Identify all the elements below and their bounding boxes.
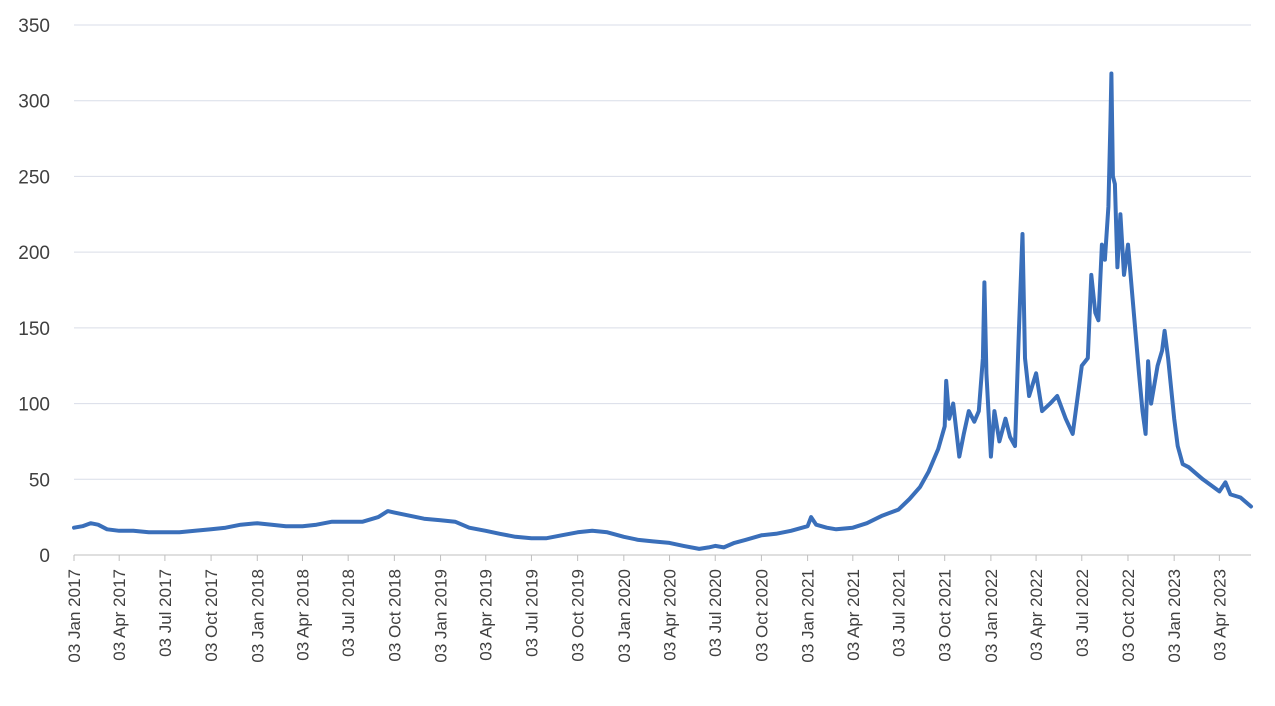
y-tick-label: 250	[18, 167, 50, 188]
x-axis-tick-labels: 03 Jan 2017 03 Apr 2017 03 Jul 2017 03 Oct …	[65, 555, 1229, 663]
x-tick-label: 03 Oct 2018	[385, 569, 404, 662]
y-axis-tick-labels: 0 50 100 150 200 250 300 350	[18, 16, 50, 567]
x-tick-label: 03 Jan 2017	[65, 569, 84, 663]
x-tick-label: 03 Oct 2017	[202, 569, 221, 662]
x-tick-label: 03 Jan 2018	[248, 569, 267, 663]
x-tick-label: 03 Apr 2017	[110, 569, 129, 661]
x-tick-label: 03 Oct 2019	[569, 569, 588, 662]
x-tick-label: 03 Oct 2020	[752, 569, 771, 662]
y-tick-label: 200	[18, 243, 50, 264]
x-tick-label: 03 Jul 2021	[890, 569, 909, 657]
y-gridlines	[74, 24, 1251, 480]
x-tick-label: 03 Oct 2022	[1119, 569, 1138, 662]
x-tick-label: 03 Jul 2022	[1073, 569, 1092, 657]
y-tick-label: 0	[39, 546, 50, 567]
x-tick-label: 03 Apr 2021	[844, 569, 863, 661]
x-tick-label: 03 Jan 2023	[1165, 569, 1184, 663]
x-tick-label: 03 Apr 2023	[1210, 569, 1229, 661]
x-tick-label: 03 Apr 2018	[293, 569, 312, 661]
x-tick-label: 03 Jan 2021	[799, 569, 818, 663]
x-tick-label: 03 Jul 2020	[706, 569, 725, 657]
x-tick-label: 03 Jan 2019	[432, 569, 451, 663]
x-tick-label: 03 Apr 2019	[477, 569, 496, 661]
y-tick-label: 50	[29, 470, 50, 491]
series-line	[72, 71, 1253, 551]
x-tick-label: 03 Jul 2019	[522, 569, 541, 657]
x-tick-label: 03 Jul 2018	[339, 569, 358, 657]
y-tick-label: 350	[18, 16, 50, 37]
y-tick-label: 300	[18, 92, 50, 113]
x-tick-label: 03 Jan 2022	[982, 569, 1001, 663]
y-tick-label: 150	[18, 319, 50, 340]
x-tick-label: 03 Jan 2020	[615, 569, 634, 663]
y-tick-label: 100	[18, 395, 50, 416]
x-tick-label: 03 Apr 2022	[1027, 569, 1046, 661]
x-tick-label: 03 Jul 2017	[156, 569, 175, 657]
x-tick-label: 03 Apr 2020	[661, 569, 680, 661]
x-tick-label: 03 Oct 2021	[936, 569, 955, 662]
